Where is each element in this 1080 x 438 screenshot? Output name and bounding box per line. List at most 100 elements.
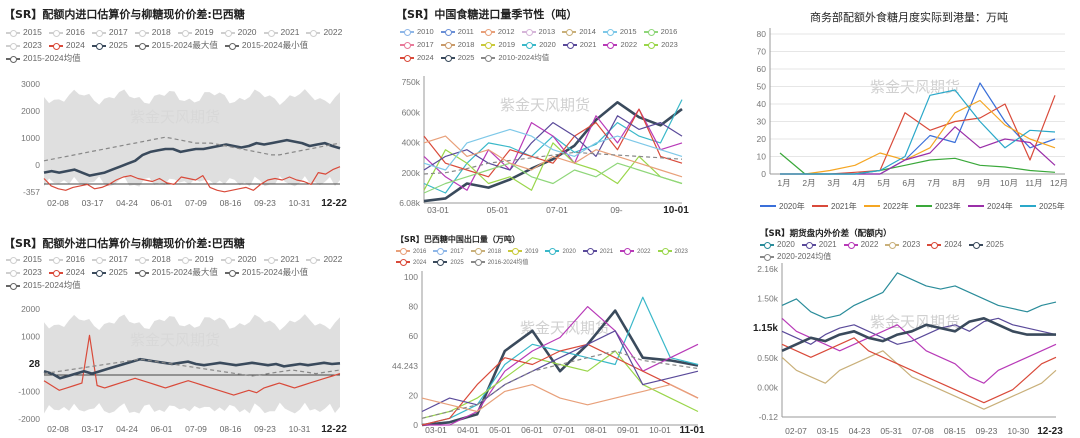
legend-item[interactable]: 2020 [220,26,257,39]
legend-item[interactable]: 2019 [481,38,515,51]
legend-item[interactable]: 2021 [263,253,299,266]
legend-item[interactable]: 2017 [400,38,434,51]
legend-label: 2021 [280,27,300,37]
legend-item[interactable]: 2015-2024均值 [6,279,81,292]
legend-swatch [6,282,20,290]
legend-item[interactable]: 2024 [48,39,85,52]
legend-item[interactable]: 2025 [440,51,474,64]
legend-item[interactable]: 2021 [263,26,300,39]
legend-item[interactable]: 2023 [6,39,42,52]
x-tick-label: 07-09 [185,198,207,208]
legend-item[interactable]: 2010-2024均值 [481,51,549,64]
x-tick-label: 09- [610,205,622,215]
legend-item[interactable]: 2015-2024最大值 [134,266,218,279]
legend-item[interactable]: 2020-2024均值 [760,251,831,263]
legend-item[interactable]: 2024 [396,258,426,269]
legend-item[interactable]: 2025 [968,239,1004,251]
legend-item[interactable]: 2015-2024最大值 [134,39,218,52]
legend-item[interactable]: 2023 [885,239,920,251]
series-line-2015-2024 [43,136,341,162]
legend-item[interactable]: 2011 [440,25,474,38]
legend-swatch [440,28,455,37]
legend-swatch [48,256,63,264]
legend-swatch [306,29,321,37]
x-tick-label: 10-01 [649,425,671,435]
chart-plot: 紫金天风期货 750k 600k 400k 200k 6.08k 03-01 05-01 07-… [399,76,689,216]
legend-item[interactable]: 2025 [91,39,128,52]
legend-item[interactable]: 2020 [522,38,556,51]
x-tick-label: 07-01 [553,425,575,435]
chart-legend: 2015 2016 2017 2018 2019 2020 2021 2022 2023 2024… [6,253,356,292]
legend-item[interactable]: 2025 [91,266,128,279]
legend-item[interactable]: 2017 [91,26,128,39]
y-tick-label: 1000 [21,133,40,143]
legend-label: 2015-2024最小值 [241,40,309,50]
legend-item[interactable]: 2015 [6,253,42,266]
legend-item[interactable]: 2023 [6,266,42,279]
legend-item[interactable]: 2016 [48,26,85,39]
legend-swatch [433,247,448,256]
legend-item[interactable]: 2016 [643,25,677,38]
legend-item[interactable]: 2020 [545,247,576,258]
chart-title: 【SR】配额外进口估算价与柳糖现价价差:巴西糖 [4,237,245,250]
legend-item[interactable]: 2018 [440,38,474,51]
legend-item[interactable]: 2013 [521,25,555,38]
legend-item[interactable]: 2022 [843,239,878,251]
y-tick-label: -2000 [18,414,40,424]
legend-item[interactable]: 2015 [6,26,42,39]
series-line-2016-2024 [421,350,699,419]
legend-item[interactable]: 2023 [644,38,678,51]
legend-item[interactable]: 2016-2024均值 [470,258,528,269]
x-tick-label: 8月 [952,178,965,188]
y-tick-label: 1000 [21,332,40,342]
legend-item[interactable]: 2018 [134,253,171,266]
legend-item[interactable]: 2019 [177,253,214,266]
series-line-2024 [781,337,1057,404]
legend-item[interactable]: 2012 [480,25,515,38]
x-tick-label: 2月 [802,178,815,188]
x-tick-label: 12-23 [1037,426,1063,437]
y-tick-label: 400k [402,138,421,148]
x-tick-label: 7月 [927,178,940,188]
legend-item[interactable]: 2020 [220,253,257,266]
legend-item[interactable]: 2018 [470,247,501,258]
x-tick-label: 09-23 [254,424,276,434]
legend-item[interactable]: 2021 [562,38,596,51]
legend-swatch [224,42,239,50]
legend-item[interactable]: 2015-2024最小值 [224,39,309,52]
legend-item[interactable]: 2014 [562,25,596,38]
x-tick-label: 09-23 [976,426,998,436]
legend-item[interactable]: 2015-2024均值 [6,52,81,65]
legend-item[interactable]: 2017 [433,247,464,258]
legend-item[interactable]: 2024 [400,51,434,64]
legend-item[interactable]: 2022 [620,247,651,258]
legend-item[interactable]: 2010 [400,25,434,38]
legend-item[interactable]: 2025 [433,258,464,269]
y-tick-label: 1.50k [757,294,779,304]
legend-item[interactable]: 2020 [760,239,795,251]
legend-item[interactable]: 2021 [801,239,837,251]
x-tick-label: 05-31 [880,426,902,436]
legend-item[interactable]: 2021 [582,247,613,258]
series-line-2021 [423,115,683,171]
x-tick-label: 12月 [1050,178,1068,188]
legend-item[interactable]: 2024 [927,239,962,251]
chart-plot: 紫金天风期货 80 70 60 50 40 30 20 10 0 1月 2月 3月 4月 5月 6月 7月 8月 9… [757,28,1068,211]
legend-item[interactable]: 2022 [306,253,342,266]
legend-item[interactable]: 2016 [396,247,426,258]
series-line-2024 [43,334,341,396]
x-tick-label: 07-09 [185,424,207,434]
legend-item[interactable]: 2018 [134,26,171,39]
legend-item[interactable]: 2022 [306,26,342,39]
legend-item[interactable]: 2015 [602,25,637,38]
legend-item[interactable]: 2019 [177,26,214,39]
legend-item[interactable]: 2016 [48,253,85,266]
legend-item[interactable]: 2019 [508,247,538,258]
legend-item[interactable]: 2017 [91,253,128,266]
legend-item[interactable]: 2015-2024最小值 [224,266,308,279]
legend-item[interactable]: 2024 [48,266,85,279]
legend-label: 2025年 [1039,201,1065,211]
legend-item[interactable]: 2022 [603,38,637,51]
y-tick-label: 40 [757,99,767,109]
legend-item[interactable]: 2023 [657,247,688,258]
